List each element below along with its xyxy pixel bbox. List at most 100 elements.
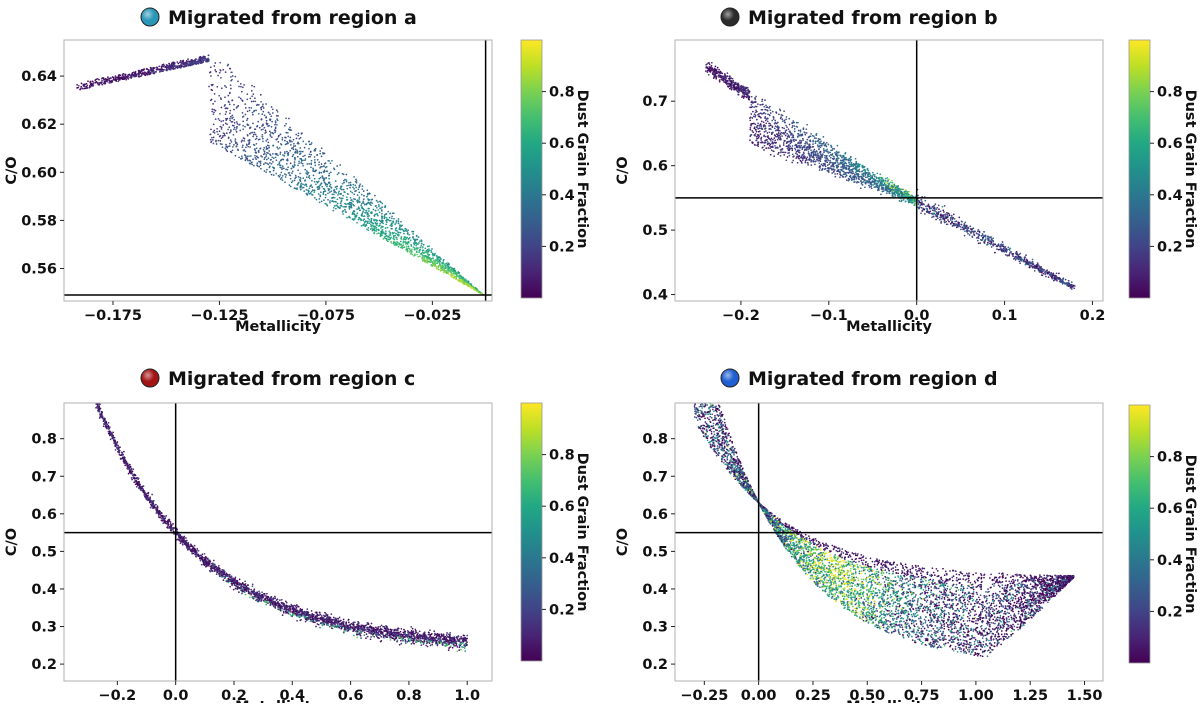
scatter-point — [282, 179, 284, 181]
scatter-point — [343, 189, 345, 191]
scatter-point — [770, 154, 772, 156]
scatter-point — [892, 195, 894, 197]
scatter-point — [466, 283, 468, 285]
scatter-point — [264, 127, 266, 129]
scatter-point — [868, 172, 870, 174]
scatter-point — [338, 190, 340, 192]
scatter-point — [969, 234, 971, 236]
scatter-point — [391, 218, 393, 220]
scatter-point — [385, 227, 387, 229]
scatter-point — [838, 151, 840, 153]
scatter-point — [213, 109, 215, 111]
scatter-point — [395, 222, 397, 224]
scatter-point — [304, 155, 306, 157]
scatter-point — [260, 94, 262, 96]
scatter-point — [832, 164, 834, 166]
scatter-point — [375, 222, 377, 224]
scatter-point — [338, 192, 340, 194]
scatter-point — [410, 244, 412, 246]
scatter-point — [310, 184, 312, 186]
scatter-point — [226, 118, 228, 120]
scatter-point — [183, 66, 185, 68]
scatter-point — [294, 158, 296, 160]
scatter-point — [313, 191, 315, 193]
scatter-point — [156, 66, 158, 68]
scatter-point — [310, 154, 312, 156]
scatter-point — [198, 60, 200, 62]
scatter-point — [324, 163, 326, 165]
scatter-point — [290, 186, 292, 188]
scatter-point — [100, 82, 102, 84]
scatter-point — [289, 150, 291, 152]
scatter-point — [400, 221, 402, 223]
scatter-point — [817, 144, 819, 146]
scatter-point — [379, 223, 381, 225]
scatter-point — [415, 245, 417, 247]
scatter-point — [358, 217, 360, 219]
scatter-point — [348, 216, 350, 218]
scatter-point — [239, 130, 241, 132]
scatter-point — [271, 106, 273, 108]
scatter-point — [362, 225, 364, 227]
scatter-point — [747, 89, 749, 91]
scatter-point — [806, 146, 808, 148]
scatter-point — [400, 247, 402, 249]
scatter-point — [400, 241, 402, 243]
scatter-point — [829, 160, 831, 162]
scatter-point — [718, 71, 720, 73]
scatter-point — [1043, 273, 1045, 275]
scatter-point — [775, 136, 777, 138]
scatter-point — [335, 205, 337, 207]
scatter-point — [406, 241, 408, 243]
scatter-point — [92, 81, 94, 83]
scatter-point — [772, 146, 774, 148]
scatter-point — [819, 142, 821, 144]
scatter-point — [763, 149, 765, 151]
scatter-point — [389, 213, 391, 215]
scatter-point — [275, 120, 277, 122]
scatter-point — [796, 126, 798, 128]
scatter-point — [751, 141, 753, 143]
scatter-point — [840, 169, 842, 171]
scatter-point — [800, 160, 802, 162]
scatter-point — [894, 187, 896, 189]
scatter-point — [1006, 251, 1008, 253]
scatter-point — [277, 111, 279, 113]
scatter-point — [266, 154, 268, 156]
scatter-point — [332, 210, 334, 212]
scatter-point — [866, 172, 868, 174]
scatter-point — [208, 54, 210, 56]
scatter-point — [786, 138, 788, 140]
scatter-point — [367, 221, 369, 223]
scatter-point — [798, 155, 800, 157]
scatter-point — [834, 173, 836, 175]
scatter-point — [232, 146, 234, 148]
scatter-point — [215, 118, 217, 120]
scatter-point — [230, 84, 232, 86]
scatter-point — [266, 169, 268, 171]
scatter-point — [370, 224, 372, 226]
scatter-point — [266, 122, 268, 124]
scatter-point — [471, 287, 473, 289]
colorbar-tick-label: 0.8 — [549, 85, 575, 101]
scatter-point — [441, 269, 443, 271]
scatter-point — [290, 178, 292, 180]
scatter-point — [256, 104, 258, 106]
scatter-point — [720, 75, 722, 77]
scatter-point — [436, 256, 438, 258]
scatter-point — [115, 80, 117, 82]
scatter-point — [790, 132, 792, 134]
scatter-point — [226, 150, 228, 152]
scatter-point — [1025, 254, 1027, 256]
scatter-point — [765, 122, 767, 124]
scatter-point — [786, 116, 788, 118]
scatter-point — [431, 248, 433, 250]
scatter-point — [80, 86, 82, 88]
scatter-point — [247, 124, 249, 126]
scatter-point — [261, 113, 263, 115]
scatter-point — [314, 181, 316, 183]
scatter-point — [408, 247, 410, 249]
scatter-point — [808, 147, 810, 149]
scatter-point — [358, 198, 360, 200]
scatter-point — [340, 201, 342, 203]
